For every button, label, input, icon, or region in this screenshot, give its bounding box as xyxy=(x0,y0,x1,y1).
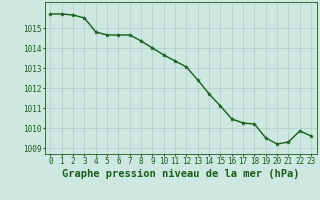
X-axis label: Graphe pression niveau de la mer (hPa): Graphe pression niveau de la mer (hPa) xyxy=(62,169,300,179)
